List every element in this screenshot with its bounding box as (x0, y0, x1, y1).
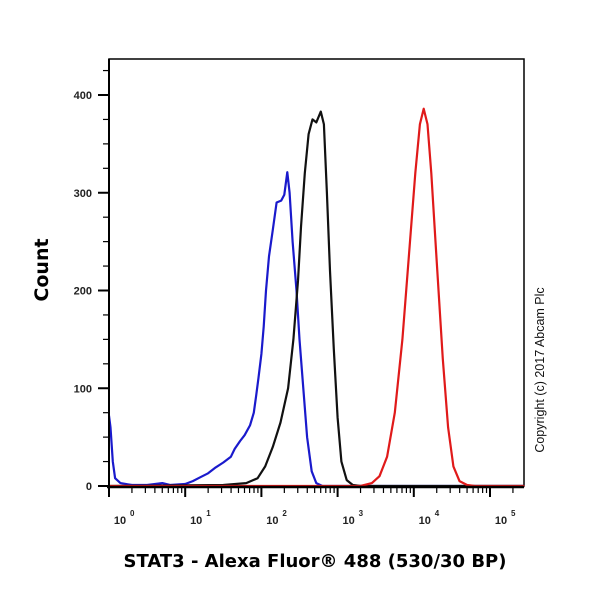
x-tick-exponent: 3 (359, 509, 364, 518)
series-line-1 (108, 110, 525, 488)
x-tick-label: 10 (190, 515, 202, 527)
y-axis-label: Count (31, 238, 53, 302)
x-axis-label: STAT3 - Alexa Fluor® 488 (530/30 BP) (123, 551, 507, 572)
y-axis: 0 100 200 300 400 (74, 59, 110, 493)
y-tick-label: 0 (86, 481, 92, 493)
x-tick-exponent: 1 (206, 509, 211, 518)
x-tick-exponent: 5 (511, 509, 516, 518)
copyright-notice: Copyright (c) 2017 Abcam Plc (533, 287, 547, 453)
x-tick-label: 10 (342, 515, 354, 527)
x-tick-label: 10 (495, 515, 507, 527)
x-axis: 10 0 10 1 10 2 10 3 10 4 10 5 (107, 485, 524, 527)
x-tick-label: 10 (114, 515, 126, 527)
series-line-0 (107, 171, 525, 488)
y-tick-label: 100 (74, 383, 92, 395)
x-tick-label: 10 (419, 515, 431, 527)
x-tick-label: 10 (266, 515, 278, 527)
series-layer (107, 107, 525, 488)
y-tick-label: 200 (74, 286, 92, 298)
x-tick-exponent: 0 (130, 509, 135, 518)
y-tick-label: 300 (74, 188, 92, 200)
series-line-2 (109, 107, 525, 488)
x-tick-exponent: 2 (282, 509, 287, 518)
y-tick-label: 400 (74, 90, 92, 102)
x-tick-exponent: 4 (435, 509, 440, 518)
